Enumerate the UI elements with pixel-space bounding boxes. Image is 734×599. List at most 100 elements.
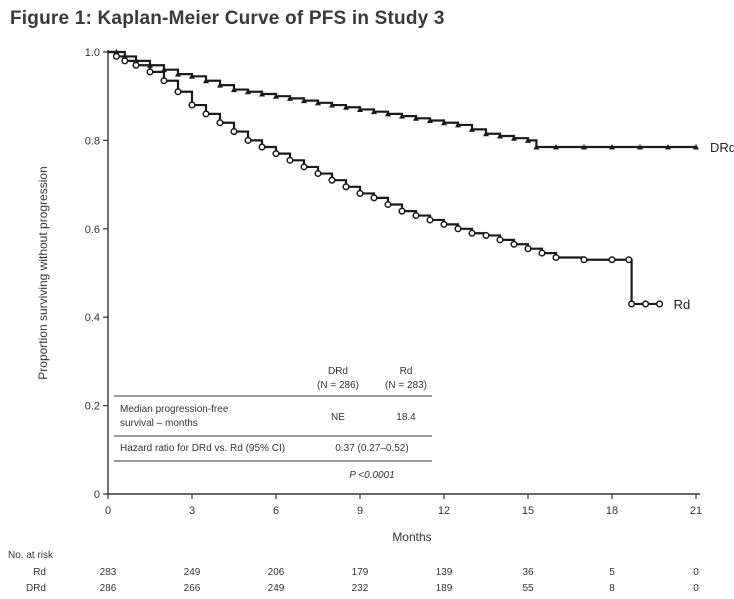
risk-cell: 249 (268, 583, 285, 594)
y-tick-label: 0.2 (85, 401, 100, 413)
censor-marker-rd (412, 211, 420, 220)
risk-cell: 36 (522, 567, 534, 578)
censor-marker-drd (581, 144, 587, 150)
censor-marker-drd (497, 132, 503, 139)
table-row-label-2: survival – months (120, 418, 198, 429)
risk-cell: 179 (352, 567, 369, 578)
censor-marker-rd (121, 57, 129, 65)
censor-marker-rd (244, 136, 252, 144)
censor-marker-rd (112, 52, 120, 60)
risk-cell: 232 (352, 583, 369, 594)
censor-marker-drd (343, 104, 349, 110)
censor-marker-drd (511, 135, 517, 141)
censor-marker-drd (189, 73, 195, 79)
p-value: P <0.0001 (349, 470, 395, 481)
risk-row-label: Rd (33, 567, 46, 578)
table-row-label: Hazard ratio for DRd vs. Rd (95% CI) (120, 443, 285, 454)
table-cell: 18.4 (396, 412, 416, 423)
censor-marker-drd (245, 88, 251, 95)
censor-marker-drd (413, 115, 419, 121)
censor-marker-rd (625, 256, 633, 264)
censor-marker-rd (398, 207, 406, 215)
censor-marker-drd (693, 144, 699, 150)
censor-marker-drd (371, 108, 377, 115)
censor-marker-rd (552, 253, 560, 262)
censor-marker-drd (203, 77, 209, 84)
table-col-header-n: (N = 283) (385, 380, 427, 391)
series-label-rd: Rd (674, 297, 691, 312)
table-col-header: DRd (328, 366, 348, 377)
risk-cell: 249 (184, 567, 201, 578)
risk-cell: 0 (693, 567, 699, 578)
chart-title: Figure 1: Kaplan-Meier Curve of PFS in S… (10, 8, 445, 29)
series-label-drd: DRd (710, 140, 734, 155)
y-tick-label: 0.6 (85, 224, 100, 236)
censor-marker-drd (259, 90, 265, 97)
x-tick-label: 12 (438, 505, 450, 517)
series-layer: DRd Rd (108, 49, 734, 312)
table-row-label: Median progression-free (120, 404, 229, 415)
x-axis-label: Months (392, 530, 431, 544)
censor-marker-drd (301, 97, 307, 104)
risk-cell: 0 (693, 583, 699, 594)
censor-marker-rd (216, 119, 224, 127)
censor-marker-drd (553, 144, 559, 150)
censor-marker-drd (637, 144, 643, 150)
summary-table: DRd (N = 286) Rd (N = 283) Median progressio… (114, 366, 432, 481)
censor-marker-rd (538, 249, 546, 257)
x-tick-label: 15 (522, 505, 534, 517)
risk-cell: 8 (609, 583, 615, 594)
censor-marker-drd (315, 99, 321, 106)
censor-marker-drd (357, 106, 363, 112)
censor-marker-rd (342, 183, 350, 191)
censor-marker-rd (132, 61, 140, 69)
table-col-header-n: (N = 286) (317, 380, 359, 391)
censor-marker-rd (174, 88, 182, 96)
risk-cell: 5 (609, 567, 615, 578)
censor-marker-rd (628, 300, 636, 308)
censor-marker-rd (608, 256, 616, 264)
censor-marker-rd (314, 170, 322, 178)
risk-cell: 283 (100, 567, 117, 578)
censor-marker-drd (441, 119, 447, 126)
censor-marker-rd (440, 220, 448, 228)
table-col-header: Rd (400, 366, 413, 377)
censor-marker-rd (384, 200, 392, 209)
censor-marker-rd (482, 231, 490, 239)
axes: 0 0.2 0.4 0.6 0.8 1.0 0 3 6 9 12 15 18 21 Months Propor… (36, 47, 702, 544)
censor-marker-rd (524, 245, 532, 253)
censor-marker-rd (454, 225, 462, 233)
censor-marker-rd (370, 194, 378, 202)
x-tick-label: 3 (189, 505, 195, 517)
censor-marker-rd (202, 110, 210, 118)
x-tick-label: 21 (690, 505, 702, 517)
risk-cell: 206 (268, 567, 285, 578)
censor-marker-rd (286, 156, 294, 164)
censor-marker-rd (656, 300, 664, 308)
censor-marker-drd (399, 113, 405, 119)
series-line-drd (108, 50, 696, 149)
risk-cell: 55 (522, 583, 534, 594)
censor-marker-rd (642, 300, 650, 308)
risk-cell: 139 (436, 567, 453, 578)
y-tick-label: 0 (94, 489, 100, 501)
y-tick-label: 0.8 (85, 135, 100, 147)
risk-row-label: DRd (26, 583, 46, 594)
censor-marker-drd (231, 86, 237, 93)
risk-table: No. at risk Rd 283 249 206 179 139 36 5 0 DRd 286 26… (8, 550, 699, 594)
table-cell: NE (331, 412, 345, 423)
risk-cell: 286 (100, 583, 117, 594)
x-tick-label: 9 (357, 505, 363, 517)
censor-marker-rd (272, 150, 280, 158)
censor-marker-drd (525, 137, 531, 143)
censor-marker-rd (468, 229, 476, 237)
censor-marker-rd (356, 189, 364, 197)
censor-marker-drd (175, 71, 181, 77)
censor-marker-rd (426, 216, 434, 224)
table-cell: 0.37 (0.27–0.52) (335, 443, 408, 454)
censor-marker-rd (496, 236, 504, 244)
y-tick-label: 0.4 (85, 312, 100, 324)
y-tick-label: 1.0 (85, 47, 100, 59)
censor-marker-rd (230, 128, 238, 136)
